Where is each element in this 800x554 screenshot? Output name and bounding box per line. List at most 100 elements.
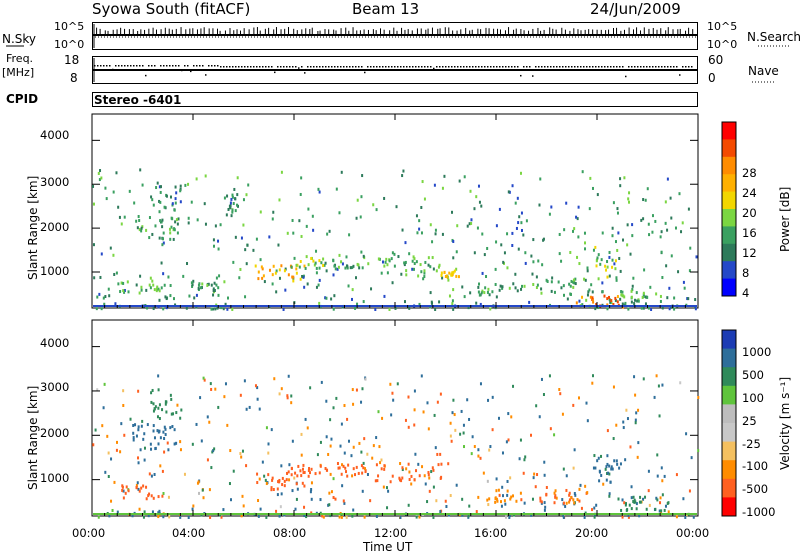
power-scatter-cell (537, 259, 540, 263)
power-scatter-cell (601, 231, 604, 235)
power-scatter-cell (272, 210, 275, 214)
power-scatter-cell (139, 274, 142, 278)
velocity-cluster-5-cell (345, 470, 348, 474)
power-scatter-cell (93, 276, 96, 280)
power-scatter-cell (530, 254, 533, 258)
velocity-scatter-cell (113, 480, 116, 484)
velocity-scatter-cell (106, 434, 109, 438)
velocity-cluster-10-cell (630, 507, 633, 511)
power-scatter-cell (535, 275, 538, 279)
power-scatter-cell (123, 288, 126, 292)
power-cluster-1-cell (169, 237, 172, 241)
power-scatter-cell (388, 307, 391, 311)
velocity-scatter-cell (245, 407, 248, 411)
nave-dot (265, 66, 267, 68)
nave-dot (622, 66, 624, 68)
power-scatter-cell (594, 307, 597, 311)
power-scatter-cell (277, 243, 280, 247)
power-cluster-8-cell (415, 260, 418, 264)
power-scatter-cell (674, 226, 677, 230)
velocity-scatter-cell (116, 440, 119, 444)
power-scatter-cell (572, 229, 575, 233)
power-scatter-cell (669, 196, 672, 200)
power-cluster-8-cell (412, 267, 415, 271)
power-scatter-cell (155, 186, 158, 190)
velocity-cluster-2-cell (124, 491, 127, 495)
nave-dot (541, 66, 543, 68)
velocity-cluster-4-cell (308, 467, 311, 471)
velocity-scatter-cell (606, 429, 609, 433)
velocity-scatter-cell (278, 392, 281, 396)
power-scatter-cell (511, 243, 514, 247)
power-scatter-cell (190, 200, 193, 204)
power-cluster-6-cell (314, 261, 317, 265)
power-scatter-cell (418, 219, 421, 223)
velocity-scatter-cell (97, 515, 100, 519)
velocity-scatter-cell (366, 472, 369, 476)
power-cluster-1-cell (138, 218, 141, 222)
power-scatter-cell (644, 198, 647, 202)
velocity-cluster-6-cell (431, 466, 434, 470)
nave-dot (481, 66, 483, 68)
velocity-scatter-cell (202, 496, 205, 500)
velocity-scatter-cell (430, 470, 433, 474)
velocity-scatter-cell (287, 374, 290, 378)
power-cluster-4-cell (227, 207, 230, 211)
power-scatter-cell (659, 235, 662, 239)
power-scatter-cell (477, 184, 480, 188)
nave-dot (136, 65, 138, 67)
power-scatter-cell (420, 231, 423, 235)
velocity-ytick-2000: 2000 (40, 426, 70, 440)
nave-dot (580, 66, 582, 68)
velocity-scatter-cell (572, 403, 575, 407)
power-scatter-cell (215, 276, 218, 280)
velocity-scatter-cell (304, 417, 307, 421)
velocity-scatter-cell (495, 477, 498, 481)
velocity-cluster-0-cell (170, 412, 173, 416)
power-scatter-cell (325, 269, 328, 273)
velocity-scatter-cell (657, 384, 660, 388)
velocity-scatter-cell (240, 455, 243, 459)
velocity-scatter-cell (618, 466, 621, 470)
velocity-scatter-cell (341, 484, 344, 488)
nave-dot (463, 66, 465, 68)
power-cluster-7-cell (340, 260, 343, 264)
velocity-scatter-cell (131, 514, 134, 518)
power-scatter-cell (694, 307, 697, 311)
power-cluster-7-cell (361, 266, 364, 270)
power-scatter-cell (240, 236, 243, 240)
velocity-cluster-7-cell (497, 488, 500, 492)
power-cluster-11-cell (588, 288, 591, 292)
power-cluster-8-cell (383, 264, 386, 268)
velocity-scatter-cell (580, 506, 583, 510)
power-cluster-5-cell (272, 264, 275, 268)
power-cluster-7-cell (349, 266, 352, 270)
power-cluster-2-cell (149, 276, 152, 280)
power-cluster-5-cell (303, 264, 306, 268)
nave-dot (637, 66, 639, 68)
power-cluster-12-cell (603, 294, 606, 298)
power-scatter-cell (528, 300, 531, 304)
velocity-scatter-cell (239, 393, 242, 397)
power-cluster-14-cell (649, 285, 652, 289)
power-scatter-cell (631, 284, 634, 288)
nave-dot (433, 67, 435, 70)
velocity-scatter-cell (265, 515, 268, 519)
velocity-scatter-cell (168, 515, 171, 519)
velocity-scatter-cell (427, 471, 430, 475)
nave-dot (466, 66, 468, 68)
power-scatter-cell (271, 217, 274, 221)
velocity-cluster-8-cell (568, 493, 571, 497)
velocity-scatter-cell (150, 474, 153, 478)
nave-dot (439, 66, 441, 68)
velocity-cluster-8-cell (554, 495, 557, 499)
velocity-scatter-cell (286, 394, 289, 398)
velocity-cb-swatch (722, 478, 736, 498)
nave-dot (478, 66, 480, 68)
power-cluster-11-cell (574, 277, 577, 281)
power-scatter-cell (361, 174, 364, 178)
power-cluster-5-cell (261, 276, 264, 280)
velocity-scatter-cell (120, 422, 123, 426)
power-scatter-cell (275, 269, 278, 273)
power-scatter-cell (473, 207, 476, 211)
